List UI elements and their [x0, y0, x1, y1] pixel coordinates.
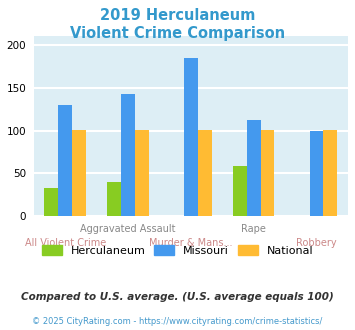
Text: All Violent Crime: All Violent Crime — [24, 238, 106, 248]
Bar — [233, 166, 247, 216]
Text: © 2025 CityRating.com - https://www.cityrating.com/crime-statistics/: © 2025 CityRating.com - https://www.city… — [32, 317, 323, 326]
Bar — [184, 58, 198, 216]
Bar — [72, 130, 86, 216]
Text: Violent Crime Comparison: Violent Crime Comparison — [70, 26, 285, 41]
Bar — [247, 120, 261, 216]
Bar — [44, 188, 58, 216]
Bar — [107, 182, 121, 216]
Bar — [310, 130, 323, 216]
Text: Robbery: Robbery — [296, 238, 337, 248]
Bar — [323, 130, 337, 216]
Bar — [135, 130, 149, 216]
Text: Aggravated Assault: Aggravated Assault — [80, 224, 176, 234]
Bar — [121, 94, 135, 216]
Bar — [261, 130, 274, 216]
Text: 2019 Herculaneum: 2019 Herculaneum — [100, 8, 255, 23]
Bar — [58, 105, 72, 216]
Text: Compared to U.S. average. (U.S. average equals 100): Compared to U.S. average. (U.S. average … — [21, 292, 334, 302]
Text: Murder & Mans...: Murder & Mans... — [149, 238, 233, 248]
Text: Rape: Rape — [241, 224, 266, 234]
Legend: Herculaneum, Missouri, National: Herculaneum, Missouri, National — [37, 241, 318, 260]
Bar — [198, 130, 212, 216]
